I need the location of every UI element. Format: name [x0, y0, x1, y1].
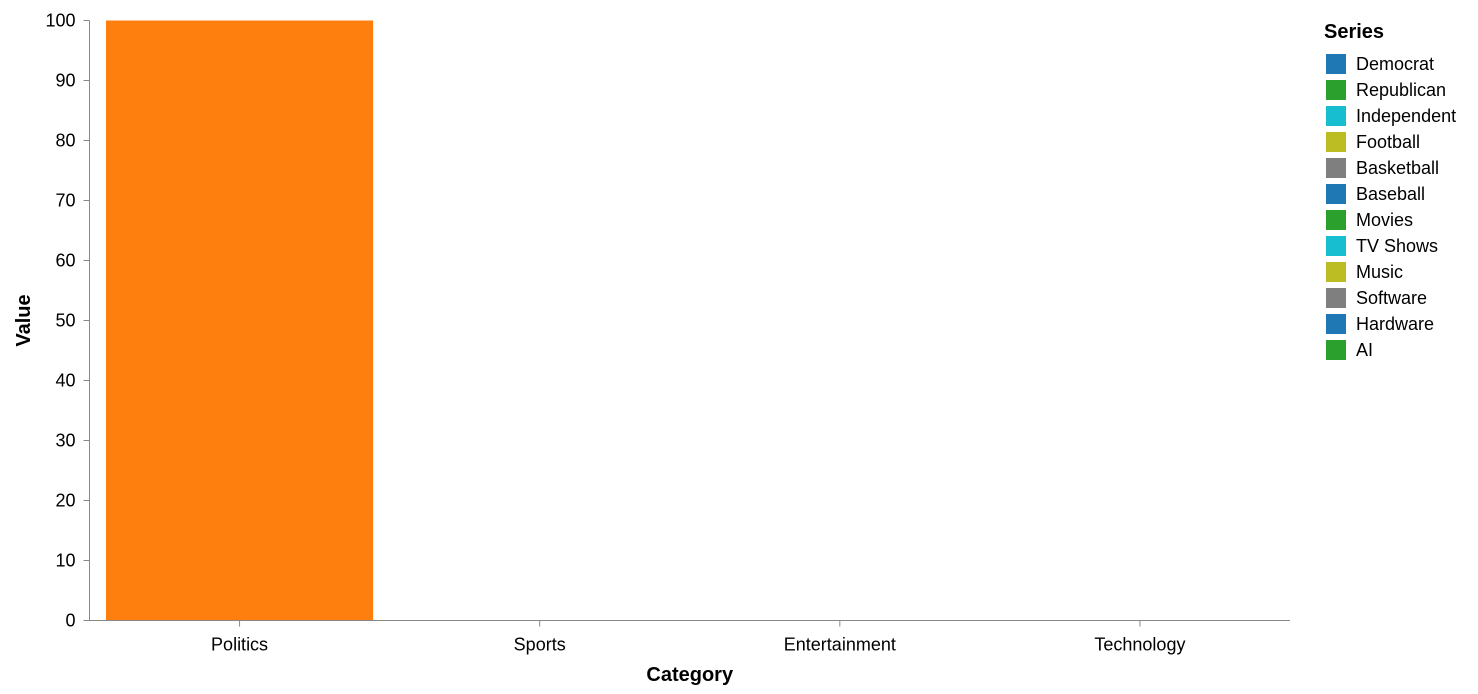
y-tick-label: 20: [55, 491, 75, 511]
y-tick-label: 60: [55, 251, 75, 271]
legend-items: Democrat Republican Independent Football Bas…: [1326, 54, 1456, 360]
y-tick-label: 80: [55, 131, 75, 151]
legend-swatch: [1326, 262, 1346, 282]
legend-swatch: [1326, 210, 1346, 230]
legend-item: Music: [1326, 262, 1403, 282]
y-axis-title: Value: [13, 294, 35, 346]
legend-label: Music: [1356, 262, 1403, 282]
legend-swatch: [1326, 106, 1346, 126]
legend-label: Basketball: [1356, 158, 1439, 178]
legend-swatch: [1326, 184, 1346, 204]
legend-swatch: [1326, 54, 1346, 74]
x-tick-label: Sports: [514, 635, 566, 655]
legend-label: Independent: [1356, 106, 1456, 126]
legend-item: TV Shows: [1326, 236, 1438, 256]
legend-item: Independent: [1326, 106, 1456, 126]
legend-swatch: [1326, 236, 1346, 256]
y-tick-label: 10: [55, 551, 75, 571]
legend-title: Series: [1324, 21, 1384, 43]
legend-item: Republican: [1326, 80, 1446, 100]
y-axis-ticks: 0 10 20 30 40 50 60 70 80 90 100: [45, 11, 90, 631]
legend-label: Democrat: [1356, 54, 1434, 74]
y-tick-label: 0: [65, 611, 75, 631]
legend-item: Hardware: [1326, 314, 1434, 334]
legend-swatch: [1326, 132, 1346, 152]
legend: Series Democrat Republican Independent Foot…: [1324, 21, 1456, 360]
y-tick-label: 50: [55, 311, 75, 331]
legend-label: Software: [1356, 288, 1427, 308]
legend-item: Software: [1326, 288, 1427, 308]
legend-label: Baseball: [1356, 184, 1425, 204]
legend-label: TV Shows: [1356, 236, 1438, 256]
legend-label: Movies: [1356, 210, 1413, 230]
y-tick-label: 70: [55, 191, 75, 211]
x-axis-ticks: Politics Sports Entertainment Technology: [211, 620, 1185, 655]
legend-item: Democrat: [1326, 54, 1434, 74]
legend-label: Hardware: [1356, 314, 1434, 334]
legend-swatch: [1326, 314, 1346, 334]
legend-item: Basketball: [1326, 158, 1439, 178]
y-tick-label: 30: [55, 431, 75, 451]
y-tick-label: 40: [55, 371, 75, 391]
x-axis-title: Category: [646, 664, 734, 686]
legend-item: Football: [1326, 132, 1420, 152]
legend-label: AI: [1356, 340, 1373, 360]
legend-swatch: [1326, 340, 1346, 360]
legend-item: Baseball: [1326, 184, 1425, 204]
legend-swatch: [1326, 158, 1346, 178]
y-tick-label: 100: [45, 11, 75, 31]
legend-swatch: [1326, 288, 1346, 308]
legend-swatch: [1326, 80, 1346, 100]
x-tick-label: Politics: [211, 635, 268, 655]
legend-label: Republican: [1356, 80, 1446, 100]
legend-item: AI: [1326, 340, 1373, 360]
bar-politics: [106, 20, 374, 621]
axes-layer: 0 10 20 30 40 50 60 70 80 90 100 Politics Sports Ent…: [13, 11, 1290, 686]
legend-item: Movies: [1326, 210, 1413, 230]
x-tick-label: Technology: [1094, 635, 1185, 655]
y-tick-label: 90: [55, 71, 75, 91]
legend-label: Football: [1356, 132, 1420, 152]
x-tick-label: Entertainment: [784, 635, 896, 655]
bars-layer: [106, 20, 374, 621]
